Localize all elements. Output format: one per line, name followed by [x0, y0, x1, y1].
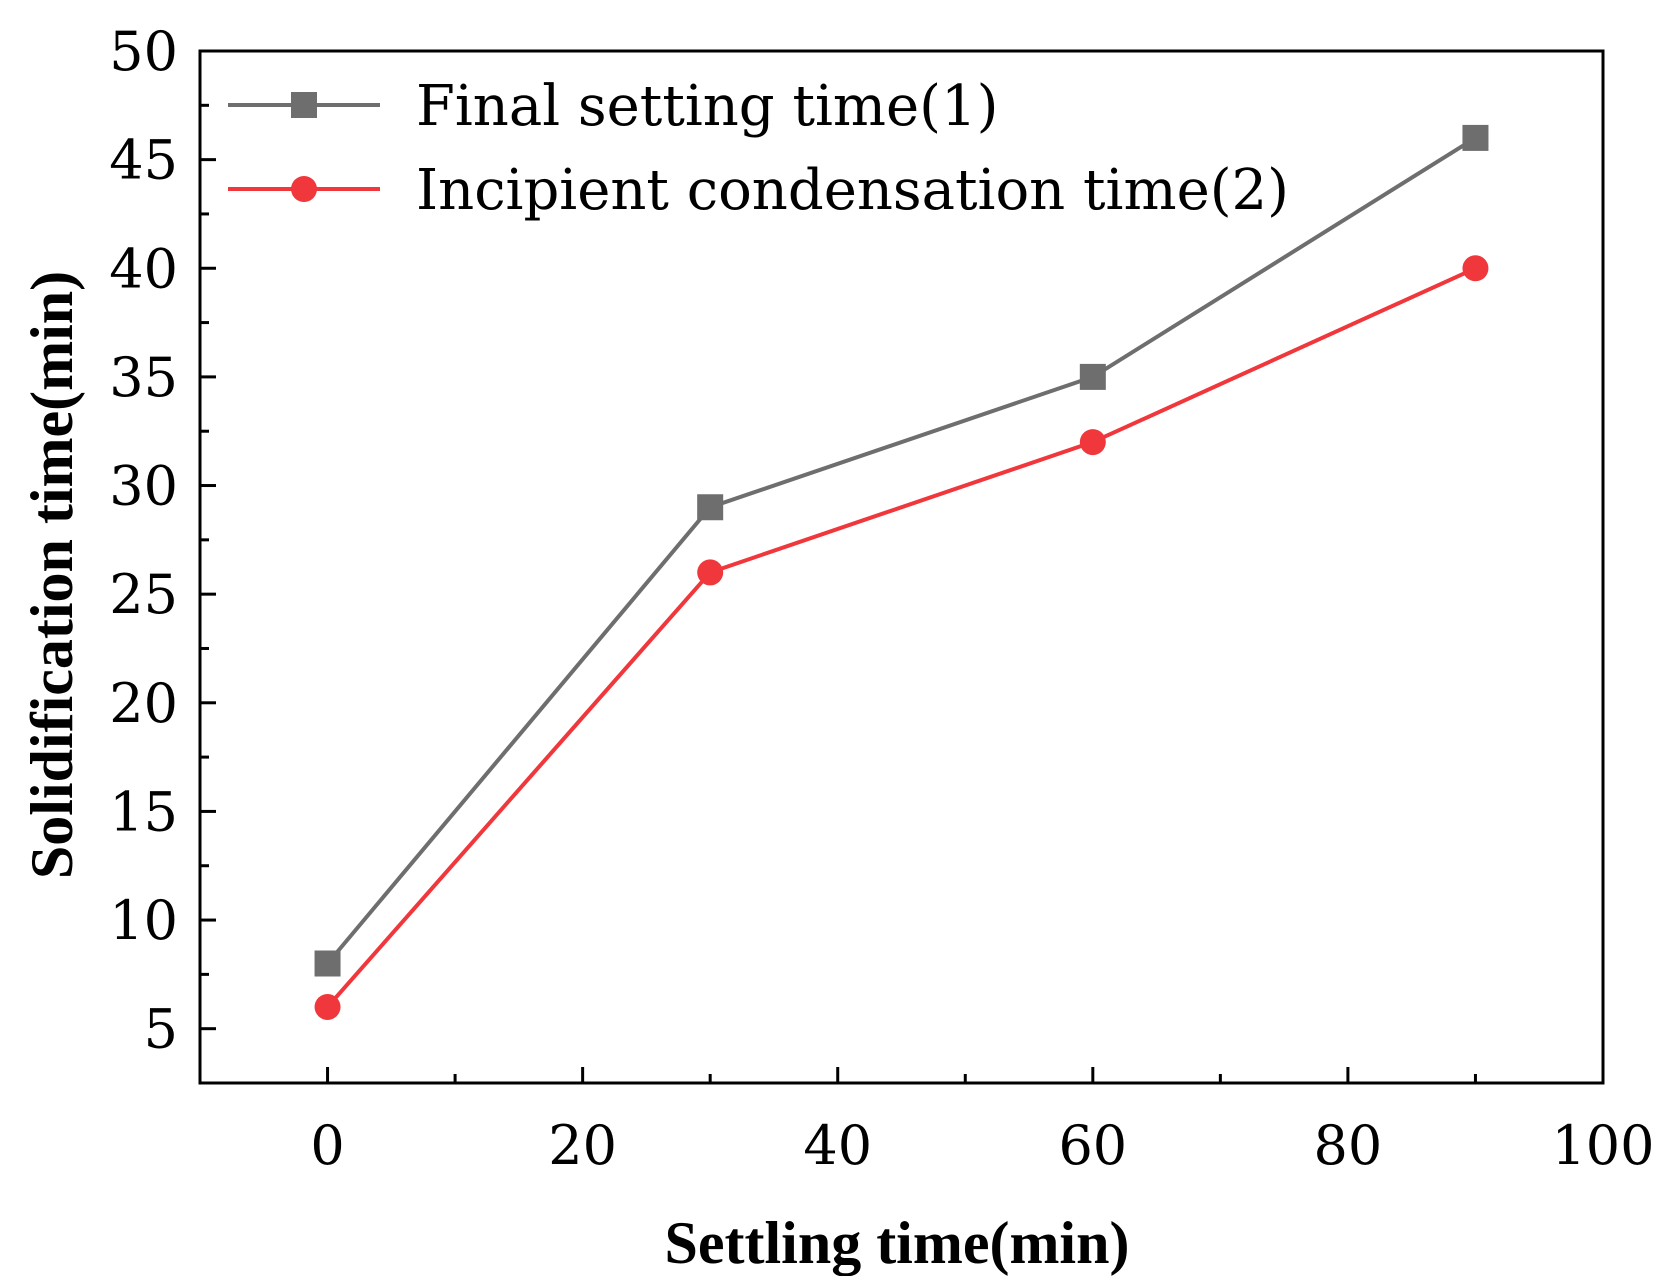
- x-tick-label: 0: [310, 1114, 344, 1177]
- legend-item-1: Final setting time(1): [228, 74, 998, 139]
- x-tick-label: 20: [548, 1114, 617, 1177]
- legend-label: Incipient condensation time(2): [416, 158, 1289, 223]
- legend-item-2: Incipient condensation time(2): [228, 158, 1289, 223]
- series-2: [314, 255, 1489, 1020]
- y-axis-title: Solidification time(min): [19, 271, 85, 879]
- x-tick-label: 100: [1551, 1114, 1654, 1177]
- legend-marker: [291, 176, 317, 202]
- y-tick-label: 40: [109, 237, 178, 300]
- y-tick-label: 5: [144, 998, 178, 1061]
- x-tick-label: 80: [1314, 1114, 1383, 1177]
- x-tick-label: 60: [1058, 1114, 1127, 1177]
- y-tick-label: 45: [109, 129, 178, 192]
- data-point: [1079, 363, 1106, 390]
- plot-frame: [198, 49, 1605, 1085]
- y-tick-label: 20: [109, 672, 178, 735]
- data-point: [1462, 255, 1489, 282]
- data-point: [1079, 429, 1106, 456]
- axes: 0 20 40 60 80 100 5 10 15 20 25 30 35 40 45 50: [109, 20, 1654, 1177]
- y-tick-label: 50: [109, 20, 178, 83]
- y-tick-label: 10: [109, 889, 178, 952]
- data-point: [1462, 124, 1489, 151]
- data-point: [697, 559, 724, 586]
- series-line: [326, 136, 1477, 965]
- x-tick-label: 40: [803, 1114, 872, 1177]
- y-tick-label: 30: [109, 455, 178, 518]
- series-layer: [314, 124, 1489, 1020]
- legend-label: Final setting time(1): [416, 74, 998, 139]
- legend-marker: [291, 92, 317, 118]
- y-tick-label: 35: [109, 346, 178, 409]
- data-point: [314, 993, 341, 1020]
- series-line: [326, 266, 1477, 1009]
- y-tick-label: 15: [109, 780, 178, 843]
- series-1: [314, 124, 1489, 977]
- data-point: [314, 950, 341, 977]
- data-point: [697, 494, 724, 521]
- x-axis-title: Settling time(min): [665, 1210, 1130, 1276]
- y-tick-label: 25: [109, 563, 178, 626]
- legend: Final setting time(1) Incipient condensat…: [228, 74, 1289, 223]
